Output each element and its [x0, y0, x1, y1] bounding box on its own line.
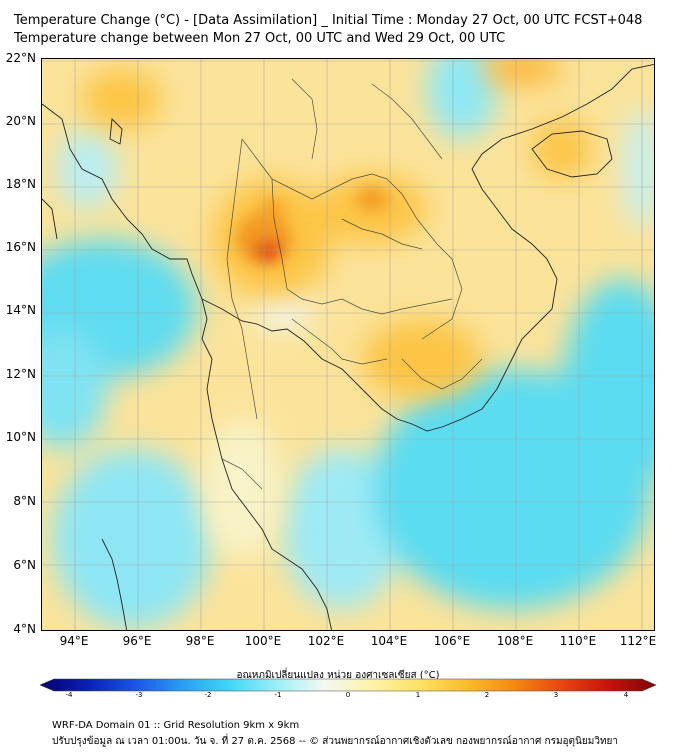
- colorbar-tick-2: 2: [484, 691, 490, 699]
- lon-tick-106: 106°E: [433, 634, 471, 648]
- lon-tick-102: 102°E: [307, 634, 345, 648]
- lat-tick-8: 8°N: [13, 494, 36, 508]
- coastlines: [42, 63, 654, 630]
- lon-tick-108: 108°E: [496, 634, 534, 648]
- map-canvas: [42, 59, 654, 630]
- footer-credit: ปรับปรุงข้อมูล ณ เวลา 01:00น. วัน จ. ที่…: [52, 736, 619, 747]
- footer-model-info: WRF-DA Domain 01 :: Grid Resolution 9km …: [52, 720, 300, 731]
- province-borders: [221, 78, 483, 490]
- lat-tick-12: 12°N: [5, 367, 36, 381]
- lat-tick-4: 4°N: [13, 622, 36, 636]
- colorbar: [40, 678, 656, 692]
- temperature-change-map: [41, 58, 655, 631]
- lat-tick-22: 22°N: [5, 51, 36, 65]
- map-title: Temperature Change (°C) - [Data Assimila…: [14, 13, 643, 28]
- lat-tick-20: 20°N: [5, 114, 36, 128]
- colorbar-tick-neg1: -1: [274, 691, 282, 699]
- lon-tick-96: 96°E: [122, 634, 152, 648]
- colorbar-tick-neg3: -3: [135, 691, 143, 699]
- colorbar-tick-1: 1: [415, 691, 421, 699]
- lon-tick-100: 100°E: [244, 634, 282, 648]
- lon-tick-104: 104°E: [370, 634, 408, 648]
- colorbar-tick-3: 3: [553, 691, 559, 699]
- cooling-areas: [42, 59, 654, 629]
- lon-tick-110: 110°E: [559, 634, 597, 648]
- graticule: [42, 59, 654, 630]
- lon-tick-94: 94°E: [59, 634, 89, 648]
- lat-tick-14: 14°N: [5, 303, 36, 317]
- colorbar-tick-0: 0: [345, 691, 351, 699]
- colorbar-ramp: [40, 678, 656, 692]
- lat-tick-16: 16°N: [5, 240, 36, 254]
- lat-tick-18: 18°N: [5, 177, 36, 191]
- neutral-areas: [202, 289, 312, 559]
- lat-tick-6: 6°N: [13, 558, 36, 572]
- map-subtitle: Temperature change between Mon 27 Oct, 0…: [14, 31, 506, 46]
- lat-tick-10: 10°N: [5, 430, 36, 444]
- colorbar-tick-4: 4: [623, 691, 629, 699]
- colorbar-tick-neg2: -2: [204, 691, 212, 699]
- lon-tick-98: 98°E: [185, 634, 215, 648]
- lon-tick-112: 112°E: [619, 634, 657, 648]
- colorbar-label: อุณหภูมิเปลี่ยนแปลง หน่วย องศาเซลเซียส (…: [236, 670, 440, 681]
- colorbar-tick-neg4: -4: [65, 691, 73, 699]
